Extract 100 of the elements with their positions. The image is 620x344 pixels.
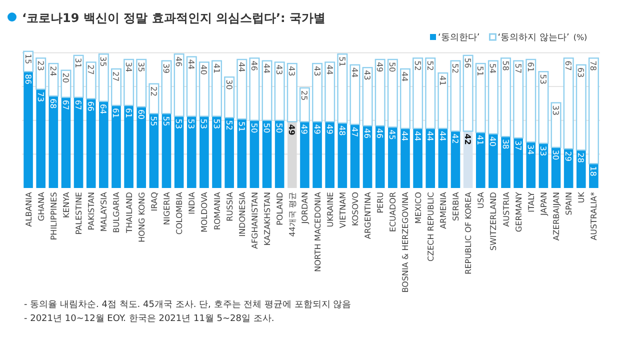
data-label: 29: [564, 151, 573, 162]
x-tick-label: AUSTRIA: [502, 191, 511, 227]
data-label: 67: [60, 100, 70, 110]
data-label: 64: [98, 104, 108, 114]
data-label: 37: [513, 140, 522, 151]
bar: [576, 64, 586, 151]
data-label: 67: [74, 100, 83, 110]
x-tick-label: ARGENTINA: [364, 191, 373, 239]
bar: [174, 116, 184, 188]
data-label: 28: [576, 152, 586, 163]
x-tick-label: ECUADOR: [388, 192, 398, 232]
bar: [362, 66, 373, 126]
x-tick-label: NORTH MACEDONIA: [313, 191, 322, 272]
data-label: 24: [48, 66, 58, 76]
x-tick-label: NIGERIA: [162, 191, 172, 225]
data-label: 50: [249, 122, 258, 134]
bar: [588, 58, 599, 164]
data-label: 25: [300, 90, 309, 101]
bar: [262, 60, 272, 121]
bar: [212, 116, 222, 188]
x-tick-label: PAKISTAN: [87, 192, 96, 230]
bar: [338, 123, 348, 188]
bar: [576, 150, 586, 188]
bar: [476, 132, 486, 188]
bar: [550, 102, 562, 148]
bar: [374, 58, 386, 126]
x-tick-label: SPAIN: [564, 192, 574, 216]
data-label: 55: [148, 116, 158, 126]
bar: [124, 58, 134, 106]
bar: [412, 58, 424, 130]
bar: [98, 53, 109, 102]
data-label: 49: [287, 124, 296, 136]
bar: [513, 60, 524, 139]
bar: [274, 62, 285, 121]
data-label: 44: [400, 71, 410, 82]
bar: [286, 62, 298, 122]
bar: [60, 70, 72, 98]
data-label: 42: [450, 134, 460, 144]
data-label: 42: [463, 134, 472, 145]
bar: [488, 60, 498, 134]
x-tick-label: RUSSIA: [225, 191, 234, 222]
bar: [526, 58, 536, 143]
data-label: 20: [60, 72, 70, 83]
data-label: 44: [236, 62, 246, 72]
bar: [124, 105, 134, 188]
bar: [262, 120, 272, 188]
bar: [149, 114, 159, 188]
data-label: 46: [174, 56, 184, 67]
x-tick-label: PALESTINE: [74, 192, 84, 235]
bar: [526, 142, 536, 188]
bar: [212, 60, 222, 117]
data-label: 48: [337, 126, 346, 136]
bar: [73, 54, 84, 98]
data-label: 51: [337, 56, 346, 67]
bar: [200, 116, 209, 188]
data-label: 44: [262, 63, 272, 74]
data-label: 39: [162, 63, 170, 74]
text: - 동의율 내림차순. 4점 척도. 45개국 조사. 단, 호주는 전체 평균에 포함되지 않음: [24, 300, 352, 310]
data-label: 49: [375, 62, 384, 72]
x-tick-label: USA: [476, 191, 486, 209]
data-label: 23: [36, 60, 45, 71]
data-label: 45: [388, 130, 397, 140]
bar: [86, 62, 96, 100]
x-tick-label: BOSNIA & HERZEGOVINA: [401, 191, 410, 293]
data-label: 43: [312, 66, 322, 76]
data-label: 35: [136, 62, 146, 72]
bar: [48, 62, 59, 97]
data-label: 27: [86, 64, 96, 75]
x-tick-label: KENYA: [62, 191, 71, 218]
x-tick-label: THAILAND: [124, 192, 134, 234]
bar: [36, 89, 46, 188]
bar: [514, 138, 523, 188]
bar: [148, 83, 160, 114]
data-label: 41: [438, 76, 447, 86]
bar: [312, 62, 323, 122]
bar: [99, 101, 108, 188]
data-label: 53: [186, 118, 196, 129]
data-label: 49: [324, 124, 334, 134]
bar: [324, 62, 336, 122]
data-label: 55: [162, 116, 170, 126]
bar: [112, 105, 121, 188]
data-label: 30: [551, 150, 560, 160]
bar: [350, 124, 360, 188]
data-label: 50: [274, 122, 284, 134]
data-label: 15: [23, 54, 32, 64]
x-tick-label: VIETNAM: [338, 192, 348, 228]
x-tick-label: 44개국 평균: [288, 192, 298, 237]
bar: [74, 97, 84, 188]
bar: [186, 56, 197, 117]
data-label: 47: [350, 126, 359, 138]
x-tick-label: REPUBLIC OF KOREA: [464, 191, 474, 274]
data-label: 73: [36, 92, 45, 102]
x-tick-label: UKRAINE: [326, 192, 335, 228]
x-tick-label: HONG KONG: [137, 192, 146, 242]
data-label: 60: [136, 109, 146, 120]
data-label: 68: [48, 98, 58, 109]
x-tick-label: COLOMBIA: [175, 191, 184, 235]
bar: [425, 58, 436, 130]
x-tick-label: SWITZERLAND: [489, 192, 498, 251]
bar: [375, 126, 385, 188]
